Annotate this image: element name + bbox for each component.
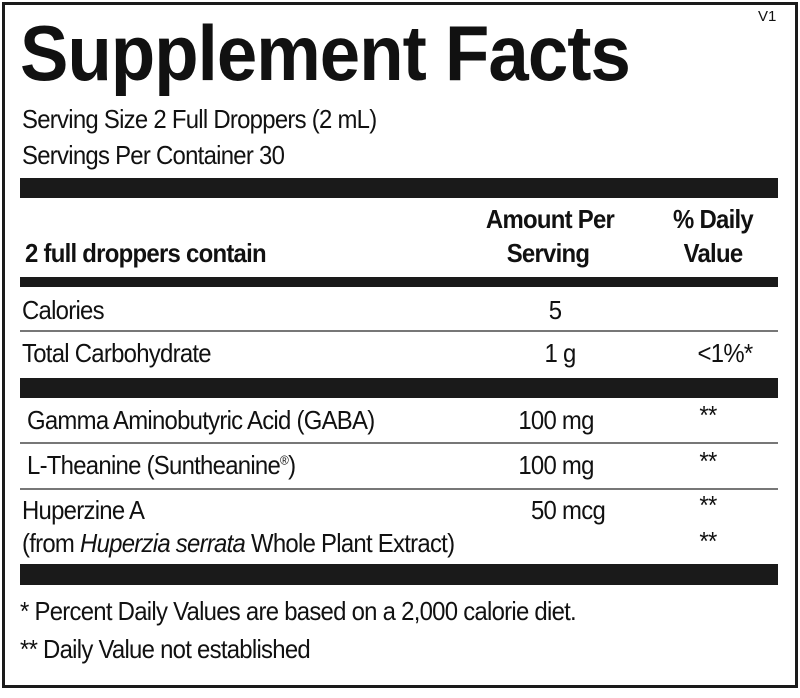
- serving-size: Serving Size 2 Full Droppers (2 mL): [22, 104, 377, 134]
- footnote: ** Daily Value not established: [20, 634, 311, 664]
- row-name: L-Theanine (Suntheanine®): [27, 450, 296, 480]
- dv-header-2: Value: [683, 238, 744, 268]
- row-name: Total Carbohydrate: [22, 338, 212, 368]
- contain-header: 2 full droppers contain: [25, 238, 267, 268]
- label-border: [2, 2, 798, 688]
- divider-thin: [20, 488, 778, 490]
- divider-thin: [20, 330, 778, 332]
- dv-header-1: % Daily: [673, 204, 754, 234]
- divider-medium: [20, 277, 778, 287]
- row-amount: 50 mcg: [530, 495, 606, 525]
- row-amount: 5: [548, 295, 562, 325]
- servings-per-container: Servings Per Container 30: [22, 140, 285, 170]
- row-dv: **: [699, 526, 717, 556]
- row-dv: **: [699, 490, 717, 520]
- footnote: * Percent Daily Values are based on a 2,…: [20, 596, 577, 626]
- row-dv: **: [699, 400, 717, 430]
- row-amount: 100 mg: [518, 405, 594, 435]
- row-amount: 1 g: [544, 338, 576, 368]
- divider-thick: [20, 178, 778, 198]
- row-dv: <1%*: [697, 338, 754, 368]
- registered-mark: ®: [280, 452, 289, 468]
- row-amount: 100 mg: [518, 450, 594, 480]
- divider-thick: [20, 564, 778, 585]
- amount-header-2: Serving: [506, 238, 590, 268]
- label-title: Supplement Facts: [20, 9, 631, 97]
- row-name: Calories: [22, 295, 105, 325]
- row-name: Huperzine A: [22, 495, 145, 525]
- divider-thick: [20, 378, 778, 398]
- row-dv: **: [699, 446, 717, 476]
- amount-header-1: Amount Per: [485, 204, 615, 234]
- divider-thin: [20, 442, 778, 444]
- row-name: Gamma Aminobutyric Acid (GABA): [27, 405, 375, 435]
- version-mark: V1: [758, 8, 777, 25]
- row-source: (from Huperzia serrata Whole Plant Extra…: [22, 528, 455, 558]
